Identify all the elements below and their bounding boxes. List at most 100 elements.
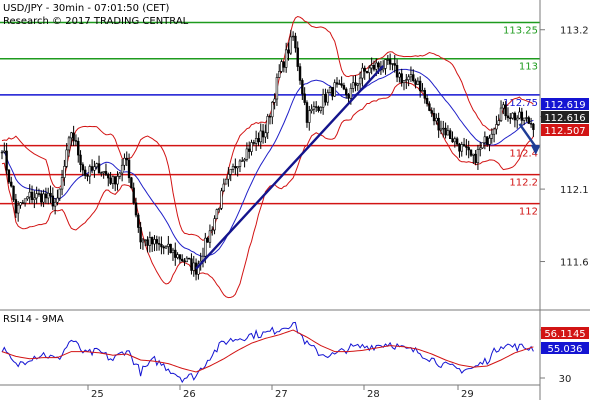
- candle-body: [28, 191, 31, 198]
- candle-body: [483, 136, 487, 144]
- candle-body: [326, 92, 329, 103]
- candle-body: [495, 124, 498, 130]
- candle-body: [248, 148, 251, 152]
- candle-body: [37, 193, 41, 195]
- candle-body: [312, 106, 316, 110]
- forecast-arrow-shaft: [518, 123, 537, 148]
- candle-body: [529, 123, 533, 125]
- candle-body: [421, 90, 424, 92]
- candle-body: [35, 193, 38, 199]
- candle-body: [53, 201, 57, 207]
- rsi-panel-label: RSI14 - 9MA: [3, 314, 64, 325]
- candle-body: [354, 82, 357, 86]
- candle-body: [446, 130, 450, 136]
- price-tick-label: 112.1: [560, 185, 589, 196]
- price-tag-label: 112.507: [544, 126, 585, 137]
- price-tag-label: 112.616: [544, 113, 585, 124]
- candle-body: [532, 123, 535, 130]
- candle-body: [465, 145, 468, 148]
- candle-body: [319, 106, 323, 111]
- candle-body: [402, 80, 406, 84]
- candle-body: [192, 262, 195, 271]
- candle-body: [315, 106, 318, 108]
- candle-body: [476, 149, 480, 163]
- candle-body: [155, 239, 158, 244]
- candle-body: [444, 127, 447, 136]
- candle-body: [331, 87, 334, 97]
- candle-body: [77, 140, 80, 156]
- candle-body: [479, 147, 482, 150]
- rsi-value-tag: [541, 327, 589, 339]
- candle-body: [361, 67, 364, 79]
- candle-body: [453, 138, 457, 143]
- level-label: 112.75: [503, 98, 538, 109]
- candle-body: [395, 65, 399, 78]
- candle-body: [504, 104, 507, 117]
- rsi-value-tag-label: 55.036: [548, 344, 583, 355]
- candle-body: [287, 49, 290, 54]
- candle-body: [183, 260, 186, 263]
- candle-body: [213, 218, 216, 231]
- candle-body: [58, 188, 61, 199]
- candle-body: [81, 164, 85, 171]
- candle-body: [67, 137, 71, 151]
- candle-body: [104, 171, 108, 175]
- candle-body: [264, 132, 267, 138]
- level-label: 113.25: [503, 25, 538, 36]
- candle-body: [132, 187, 135, 204]
- candle-body: [217, 208, 221, 210]
- candle-body: [363, 67, 366, 72]
- candle-body: [222, 183, 225, 192]
- time-tick-label: 27: [275, 389, 288, 400]
- candle-body: [301, 80, 304, 95]
- candle-body: [5, 150, 8, 171]
- time-tick-label: 26: [183, 389, 196, 400]
- candle-body: [90, 166, 94, 171]
- candle-body: [44, 193, 48, 199]
- candle-body: [162, 246, 165, 249]
- candle-body: [123, 157, 126, 166]
- forecast-arrow-head: [530, 144, 541, 155]
- price-tag: [541, 98, 589, 110]
- candle-body: [485, 136, 489, 145]
- candle-body: [107, 174, 110, 179]
- candle-body: [261, 130, 265, 138]
- support-trendline: [195, 65, 385, 270]
- candle-body: [418, 80, 422, 92]
- candle-body: [294, 35, 297, 49]
- candle-body: [382, 68, 385, 71]
- candle-body: [275, 77, 279, 100]
- candle-body: [95, 163, 98, 168]
- candle-body: [291, 35, 295, 38]
- candle-body: [455, 138, 459, 145]
- candle-body: [190, 258, 193, 271]
- candle-body: [176, 254, 179, 258]
- candle-body: [93, 166, 96, 171]
- candle-body: [409, 74, 413, 78]
- candle-body: [21, 202, 24, 204]
- candle-body: [328, 87, 332, 93]
- candle-body: [197, 263, 200, 275]
- candle-body: [65, 149, 68, 167]
- candle-body: [451, 138, 454, 143]
- candle-body: [215, 209, 219, 219]
- candle-body: [506, 115, 510, 119]
- candle-body: [206, 237, 209, 243]
- rsi-value-tag-label: 56.1145: [544, 329, 585, 340]
- candle-body: [393, 63, 396, 66]
- candle-body: [204, 237, 207, 257]
- candle-body: [516, 117, 519, 121]
- candle-body: [398, 73, 401, 78]
- candle-body: [109, 177, 112, 184]
- candle-body: [127, 159, 131, 179]
- candle-body: [56, 197, 59, 203]
- candle-body: [490, 133, 493, 139]
- candle-body: [51, 195, 55, 207]
- candle-body: [358, 77, 362, 85]
- candle-body: [502, 104, 505, 109]
- candle-body: [412, 74, 415, 81]
- candle-body: [164, 246, 168, 249]
- candle-body: [414, 80, 417, 85]
- candle-body: [345, 88, 348, 96]
